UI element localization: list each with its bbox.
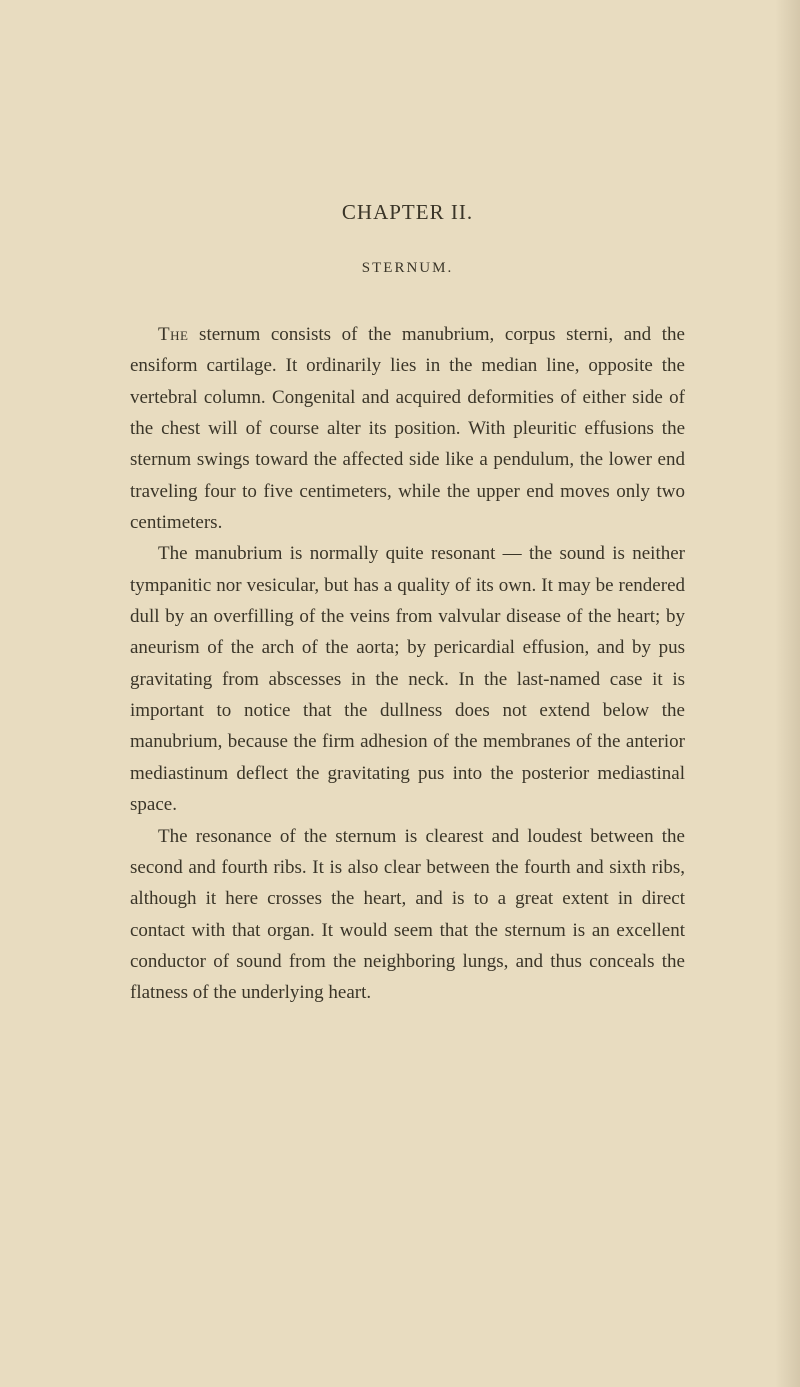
paragraph-body: The manubrium is normally quite resonant…	[130, 543, 685, 815]
paragraph-2: The manubrium is normally quite resonant…	[130, 538, 685, 820]
paragraph-3: The resonance of the sternum is clearest…	[130, 821, 685, 1009]
paragraph-1: The sternum consists of the manubrium, c…	[130, 319, 685, 538]
paragraph-lead: The	[158, 324, 188, 345]
document-page: CHAPTER II. STERNUM. The sternum consist…	[0, 0, 800, 1387]
paragraph-body: sternum consists of the manubrium, corpu…	[130, 324, 685, 533]
paragraph-body: The resonance of the sternum is clearest…	[130, 826, 685, 1004]
section-title: STERNUM.	[130, 260, 685, 277]
chapter-title: CHAPTER II.	[130, 200, 685, 225]
